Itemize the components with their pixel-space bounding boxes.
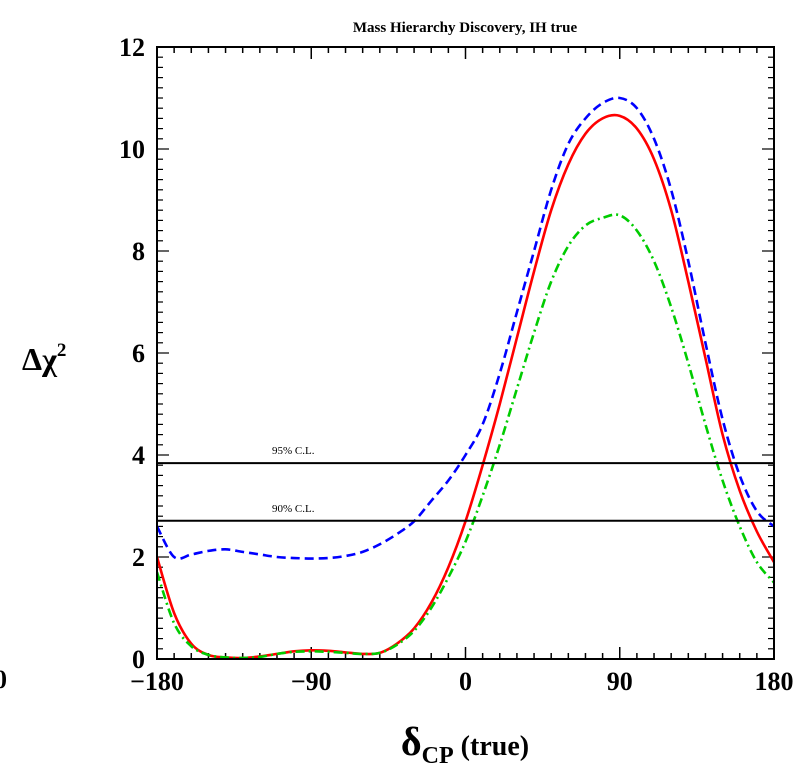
- series-line-solid: [157, 113, 774, 659]
- chart-title: Mass Hierarchy Discovery, IH true: [353, 20, 578, 36]
- plot-frame: [156, 46, 775, 660]
- series-layer: [157, 96, 774, 659]
- y-axis-label-sup: 2: [57, 340, 67, 361]
- left-edge-fragment: 0: [0, 665, 7, 694]
- x-tick-label: 0: [459, 667, 472, 696]
- x-axis-label-tail: (true): [454, 731, 529, 762]
- y-tick-label: 10: [119, 135, 145, 164]
- y-tick-label: 4: [132, 441, 145, 470]
- reference-lines-layer: 95% C.L. 90% C.L.: [157, 445, 774, 522]
- x-tick-label: 180: [755, 667, 794, 696]
- series-line-dashed: [157, 96, 774, 561]
- y-tick-label: 8: [132, 237, 145, 266]
- x-axis-label-sub: CP: [422, 743, 454, 769]
- series-line-dash-dot: [157, 213, 774, 659]
- reference-line-label: 90% C.L.: [272, 503, 315, 515]
- x-axis-label: δCP (true): [401, 719, 529, 769]
- y-tick-label: 0: [132, 645, 145, 674]
- y-tick-label: 2: [132, 543, 145, 572]
- reference-line-label: 95% C.L.: [272, 445, 315, 457]
- x-axis-label-main: δ: [401, 719, 422, 764]
- y-axis-label: Δχ2: [22, 340, 66, 377]
- tick-labels-layer: −180 −90 0 90 180 0 2 4 6 8 10 12: [119, 33, 794, 696]
- x-tick-label: −90: [291, 667, 332, 696]
- y-tick-label: 12: [119, 33, 145, 62]
- ticks-layer: [156, 46, 775, 660]
- y-axis-label-main: Δχ: [22, 341, 58, 377]
- x-tick-label: 90: [607, 667, 633, 696]
- x-tick-label: −180: [130, 667, 184, 696]
- y-tick-label: 6: [132, 339, 145, 368]
